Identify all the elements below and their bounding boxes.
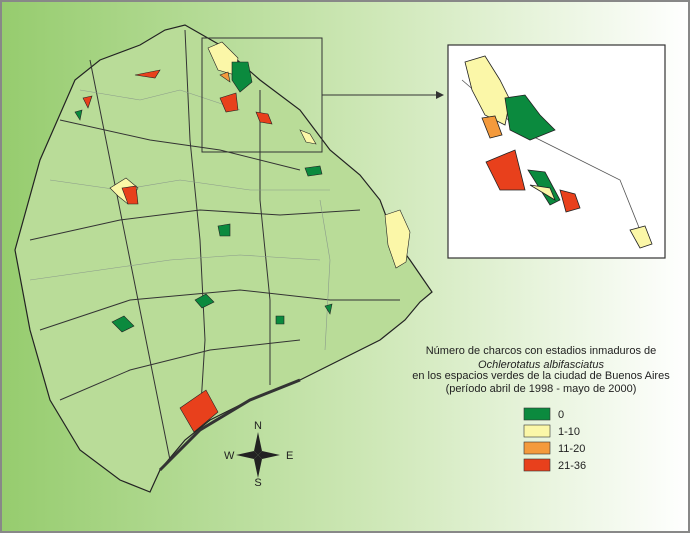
inset-patch <box>485 149 526 191</box>
city-map <box>14 24 444 493</box>
inset-patch <box>504 94 556 141</box>
highway <box>158 378 301 472</box>
patch <box>121 185 139 205</box>
compass-w: W <box>224 450 235 462</box>
compass-n: N <box>254 420 262 432</box>
title-line: Ochlerotatus albifasciatus <box>478 359 604 371</box>
arrow-head <box>436 91 444 99</box>
patch <box>194 293 215 309</box>
patch <box>219 92 239 113</box>
patch <box>255 111 273 125</box>
inset <box>447 44 666 259</box>
compass-point <box>254 432 262 455</box>
legend-swatch <box>523 441 551 455</box>
compass-point <box>245 442 271 468</box>
patch <box>82 95 93 109</box>
legend-label: 0 <box>558 409 564 421</box>
legend-label: 21-36 <box>558 460 586 472</box>
inset-patch <box>629 225 653 249</box>
legend-swatch <box>523 458 551 472</box>
patch <box>275 315 285 325</box>
street <box>319 199 331 351</box>
patch <box>111 315 135 333</box>
legend-swatch <box>523 407 551 421</box>
legend-swatch <box>523 424 551 438</box>
legend-label: 11-20 <box>558 443 585 455</box>
inset-patch <box>559 189 581 213</box>
street <box>29 254 321 281</box>
patch <box>299 129 317 145</box>
road <box>89 59 171 461</box>
compass-s: S <box>254 477 261 489</box>
patch <box>231 61 253 93</box>
patch <box>179 389 219 433</box>
legend-label: 1-10 <box>558 426 580 438</box>
compass-point <box>258 451 280 459</box>
legend-title: Número de charcos con estadios inmaduros… <box>412 345 670 395</box>
title-line: Número de charcos con estadios inmaduros… <box>426 345 657 357</box>
patch <box>324 303 333 315</box>
street <box>49 179 330 191</box>
road <box>184 29 206 421</box>
patch <box>384 209 411 269</box>
patch <box>304 165 323 177</box>
road <box>259 90 271 385</box>
road <box>59 339 301 401</box>
compass-point <box>254 455 262 478</box>
compass-e: E <box>286 450 293 462</box>
patch <box>74 109 83 121</box>
title-line: en los espacios verdes de la ciudad de B… <box>412 370 670 382</box>
patch <box>134 69 161 79</box>
compass-point <box>236 451 258 459</box>
title-line: (período abril de 1998 - mayo de 2000) <box>446 383 637 395</box>
legend: 0 1-10 11-20 21-36 <box>523 407 586 472</box>
road <box>39 289 400 331</box>
patch <box>219 71 231 83</box>
patch <box>217 223 231 237</box>
compass: N S E W <box>224 420 293 489</box>
street <box>79 89 241 111</box>
inset-patch <box>529 184 556 201</box>
road <box>29 209 361 241</box>
inset-patch <box>481 115 503 139</box>
